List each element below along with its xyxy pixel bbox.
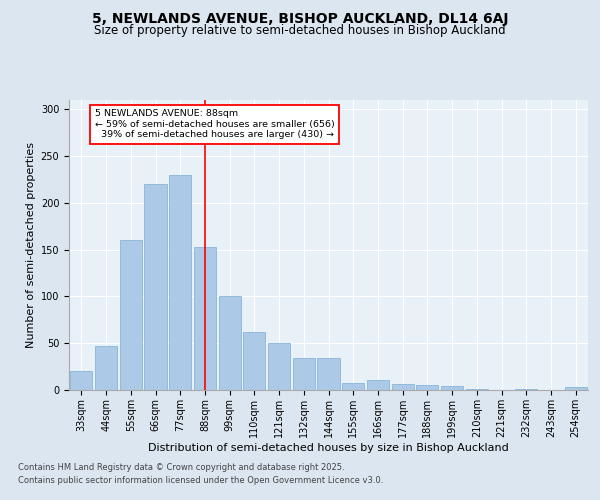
Bar — [367, 380, 389, 390]
Bar — [119, 240, 142, 390]
Bar — [565, 387, 587, 390]
Bar — [70, 372, 92, 390]
Bar — [268, 343, 290, 390]
Y-axis label: Number of semi-detached properties: Number of semi-detached properties — [26, 142, 37, 348]
Bar — [317, 358, 340, 390]
Bar — [95, 346, 117, 390]
Bar — [145, 184, 167, 390]
Text: Size of property relative to semi-detached houses in Bishop Auckland: Size of property relative to semi-detach… — [94, 24, 506, 37]
Text: 5, NEWLANDS AVENUE, BISHOP AUCKLAND, DL14 6AJ: 5, NEWLANDS AVENUE, BISHOP AUCKLAND, DL1… — [92, 12, 508, 26]
Bar — [293, 358, 315, 390]
Bar — [441, 386, 463, 390]
Bar — [218, 296, 241, 390]
Text: Contains HM Land Registry data © Crown copyright and database right 2025.: Contains HM Land Registry data © Crown c… — [18, 464, 344, 472]
Bar — [169, 175, 191, 390]
Text: 5 NEWLANDS AVENUE: 88sqm
← 59% of semi-detached houses are smaller (656)
  39% o: 5 NEWLANDS AVENUE: 88sqm ← 59% of semi-d… — [95, 110, 335, 139]
Bar — [194, 247, 216, 390]
Text: Contains public sector information licensed under the Open Government Licence v3: Contains public sector information licen… — [18, 476, 383, 485]
X-axis label: Distribution of semi-detached houses by size in Bishop Auckland: Distribution of semi-detached houses by … — [148, 442, 509, 452]
Bar — [515, 389, 538, 390]
Bar — [243, 332, 265, 390]
Bar — [392, 384, 414, 390]
Bar — [416, 386, 439, 390]
Bar — [342, 382, 364, 390]
Bar — [466, 389, 488, 390]
